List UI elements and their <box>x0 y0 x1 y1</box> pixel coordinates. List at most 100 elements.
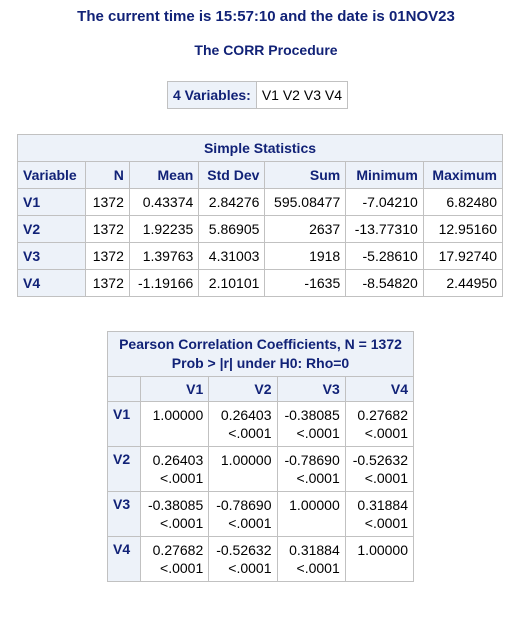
column-header: Sum <box>264 161 347 189</box>
pearson-correlation-table: Pearson Correlation Coefficients, N = 13… <box>107 331 415 582</box>
table-cell: 1372 <box>84 215 130 243</box>
variables-list: V1 V2 V3 V4 <box>255 81 349 109</box>
simple-statistics-table: Simple Statistics Variable N Mean Std De… <box>17 134 504 297</box>
table-cell: 1.92235 <box>128 215 200 243</box>
row-header: V1 <box>107 401 141 447</box>
table-row: V4 1372 -1.19166 2.10101 -1635 -8.54820 … <box>17 269 504 297</box>
corr-cell: -0.52632 <.0001 <box>344 446 415 492</box>
table-cell: -5.28610 <box>345 242 424 270</box>
corr-cell: -0.78690 <.0001 <box>208 491 278 537</box>
column-header: Maximum <box>422 161 504 189</box>
table-cell: 2.44950 <box>422 269 504 297</box>
table-cell: 1372 <box>84 242 130 270</box>
table-cell: 4.31003 <box>198 242 266 270</box>
table-cell: -1635 <box>264 269 347 297</box>
pearson-caption: Pearson Correlation Coefficients, N = 13… <box>107 331 414 377</box>
column-header: N <box>84 161 130 189</box>
p-value: <.0001 <box>364 515 408 531</box>
row-header: V3 <box>107 491 141 537</box>
column-header: V3 <box>276 376 346 402</box>
corr-cell: 1.00000 <box>276 491 346 537</box>
pearson-header-row: V1 V2 V3 V4 <box>107 376 415 402</box>
table-row: V3 -0.38085 <.0001 -0.78690 <.0001 1.00000… <box>107 491 415 537</box>
corr-value: 1.00000 <box>289 497 340 513</box>
corr-value: 0.26403 <box>220 407 272 423</box>
corr-cell: 0.27682 <.0001 <box>344 401 415 447</box>
corr-cell: 1.00000 <box>139 401 210 447</box>
table-row: V2 1372 1.92235 5.86905 2637 -13.77310 1… <box>17 215 504 243</box>
time-date-title: The current time is 15:57:10 and the dat… <box>77 8 455 25</box>
row-header: V1 <box>17 188 86 216</box>
table-cell: 1918 <box>264 242 347 270</box>
corr-cell: 0.31884 <.0001 <box>344 491 415 537</box>
corr-value: 0.27682 <box>357 407 408 423</box>
table-cell: -1.19166 <box>128 269 200 297</box>
corr-cell: -0.38085 <.0001 <box>276 401 346 447</box>
column-header: Mean <box>128 161 200 189</box>
pearson-caption-line2: Prob > |r| under H0: Rho=0 <box>171 355 350 371</box>
p-value: <.0001 <box>296 425 340 441</box>
corr-value: 0.27682 <box>152 542 204 558</box>
table-cell: 12.95160 <box>422 215 504 243</box>
p-value: <.0001 <box>296 470 340 486</box>
row-header: V4 <box>107 536 141 582</box>
p-value: <.0001 <box>160 470 204 486</box>
corr-cell: 0.31884 <.0001 <box>276 536 346 582</box>
corr-value: -0.78690 <box>216 497 272 513</box>
corr-value: 0.26403 <box>152 452 204 468</box>
p-value: <.0001 <box>364 425 408 441</box>
corr-cell: -0.38085 <.0001 <box>139 491 210 537</box>
table-cell: 2637 <box>264 215 347 243</box>
p-value: <.0001 <box>160 560 204 576</box>
procedure-title: The CORR Procedure <box>194 42 338 58</box>
table-row: V3 1372 1.39763 4.31003 1918 -5.28610 17… <box>17 242 504 270</box>
table-cell: -8.54820 <box>345 269 424 297</box>
table-cell: 595.08477 <box>264 188 347 216</box>
corr-value: -0.38085 <box>147 497 204 513</box>
corr-cell: 1.00000 <box>344 536 415 582</box>
column-header: Minimum <box>345 161 424 189</box>
table-cell: 1.39763 <box>128 242 200 270</box>
table-row: V1 1372 0.43374 2.84276 595.08477 -7.042… <box>17 188 504 216</box>
corr-value: -0.38085 <box>284 407 340 423</box>
corr-value: -0.52632 <box>216 542 272 558</box>
variables-label: 4 Variables: <box>167 81 257 109</box>
row-header: V2 <box>17 215 86 243</box>
table-cell: 5.86905 <box>198 215 266 243</box>
column-header: V1 <box>139 376 210 402</box>
corr-value: 0.31884 <box>289 542 340 558</box>
column-header: V2 <box>208 376 278 402</box>
column-header: Std Dev <box>198 161 266 189</box>
table-cell: 2.10101 <box>198 269 266 297</box>
table-cell: 1372 <box>84 188 130 216</box>
corr-cell: 1.00000 <box>208 446 278 492</box>
p-value: <.0001 <box>296 560 340 576</box>
table-cell: 0.43374 <box>128 188 200 216</box>
table-row: V4 0.27682 <.0001 -0.52632 <.0001 0.31884 <… <box>107 536 415 582</box>
pearson-caption-line1: Pearson Correlation Coefficients, N = 13… <box>119 336 402 352</box>
corr-value: 0.31884 <box>357 497 408 513</box>
p-value: <.0001 <box>160 515 204 531</box>
column-header: V4 <box>344 376 415 402</box>
corr-value: 1.00000 <box>220 452 272 468</box>
corr-value: 1.00000 <box>152 407 204 423</box>
p-value: <.0001 <box>228 515 272 531</box>
corr-cell: -0.52632 <.0001 <box>208 536 278 582</box>
table-cell: -13.77310 <box>345 215 424 243</box>
corr-value: -0.52632 <box>352 452 408 468</box>
row-header: V4 <box>17 269 86 297</box>
p-value: <.0001 <box>228 560 272 576</box>
column-header: Variable <box>17 161 86 189</box>
row-header: V3 <box>17 242 86 270</box>
corner-cell <box>107 376 141 402</box>
variables-table: 4 Variables: V1 V2 V3 V4 <box>167 81 349 109</box>
corr-cell: 0.26403 <.0001 <box>139 446 210 492</box>
corr-cell: 0.26403 <.0001 <box>208 401 278 447</box>
table-row: V1 1.00000 0.26403 <.0001 -0.38085 <.0001 … <box>107 401 415 447</box>
corr-cell: -0.78690 <.0001 <box>276 446 346 492</box>
table-cell: 1372 <box>84 269 130 297</box>
simple-statistics-caption: Simple Statistics <box>17 134 503 162</box>
table-cell: 17.92740 <box>422 242 504 270</box>
table-row: V2 0.26403 <.0001 1.00000 -0.78690 <.0001 … <box>107 446 415 492</box>
corr-cell: 0.27682 <.0001 <box>139 536 210 582</box>
